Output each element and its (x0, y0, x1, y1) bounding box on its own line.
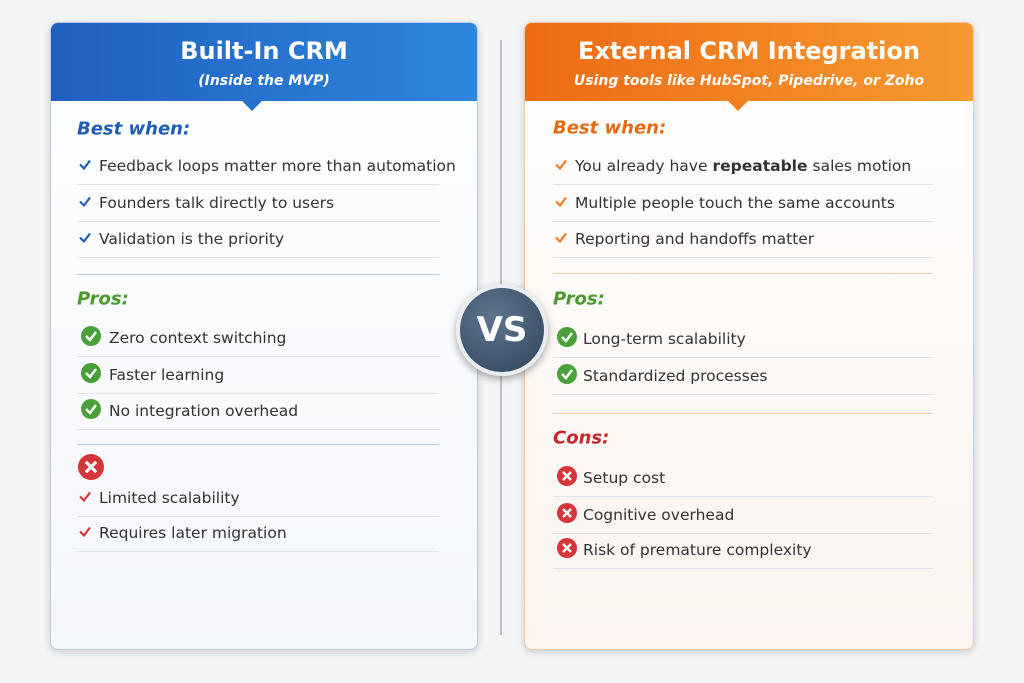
subtitle: Using tools like HubSpot, Pipedrive, or … (573, 73, 925, 89)
item-icon (557, 538, 577, 562)
item-text: Reporting and handoffs matter (575, 230, 815, 248)
notch (241, 100, 263, 111)
section-label: Pros: (77, 288, 129, 310)
subtitle: (Inside the MVP) (198, 73, 330, 89)
item-icon (81, 326, 101, 350)
item-icon (78, 230, 92, 249)
header: External CRM Integration Using tools lik… (525, 23, 973, 101)
item-text: Requires later migration (99, 524, 287, 542)
section-label: Cons: (553, 427, 610, 449)
item-icon (557, 466, 577, 490)
row-separator (553, 184, 933, 185)
item-text: Faster learning (109, 366, 225, 384)
cons-icon (78, 454, 104, 484)
built-in-card: Built-In CRM (Inside the MVP) Best when:… (50, 22, 478, 650)
item-icon (81, 399, 101, 423)
item-icon (557, 327, 577, 351)
row-separator (77, 221, 439, 222)
item-text: Long-term scalability (583, 330, 746, 348)
external-card: External CRM Integration Using tools lik… (524, 22, 974, 650)
item-text: Cognitive overhead (583, 506, 735, 524)
item-icon (78, 524, 92, 543)
item-icon (81, 363, 101, 387)
notch (727, 100, 749, 111)
item-text: Multiple people touch the same accounts (575, 194, 895, 212)
item-icon (78, 194, 92, 213)
section-label: Best when: (553, 117, 667, 139)
row-separator (553, 568, 933, 569)
section-separator (553, 273, 933, 274)
item-text: Zero context switching (109, 329, 287, 347)
row-separator (553, 533, 933, 534)
row-separator (553, 394, 933, 395)
item-icon (557, 503, 577, 527)
item-icon (78, 157, 92, 176)
section-separator (77, 444, 439, 445)
row-separator (553, 496, 933, 497)
item-text: Validation is the priority (99, 230, 285, 248)
section-label: Pros: (553, 288, 605, 310)
item-text: No integration overhead (109, 402, 299, 420)
item-text: Feedback loops matter more than automati… (99, 157, 456, 175)
row-separator (77, 257, 439, 258)
row-separator (77, 516, 439, 517)
section-separator (553, 413, 933, 414)
row-separator (553, 357, 933, 358)
title: Built-In CRM (180, 37, 348, 65)
section-separator (77, 274, 439, 275)
item-icon (78, 489, 92, 508)
item-text: You already have repeatable sales motion (575, 157, 911, 175)
row-separator (77, 429, 439, 430)
row-separator (77, 393, 439, 394)
item-icon (554, 194, 568, 213)
text: sales motion (812, 157, 912, 175)
vs-badge: VS (456, 284, 548, 376)
row-separator (553, 257, 933, 258)
row-separator (77, 356, 439, 357)
header: Built-In CRM (Inside the MVP) (51, 23, 477, 101)
item-icon (557, 364, 577, 388)
item-text: Founders talk directly to users (99, 194, 335, 212)
row-separator (553, 221, 933, 222)
bold-text: repeatable (712, 157, 808, 175)
item-text: Limited scalability (99, 489, 240, 507)
item-text: Standardized processes (583, 367, 768, 385)
section-label: Best when: (77, 118, 191, 140)
item-icon (554, 230, 568, 249)
row-separator (77, 184, 439, 185)
text: You already have (575, 157, 708, 175)
row-separator (77, 551, 439, 552)
item-text: Setup cost (583, 469, 666, 487)
item-text: Risk of premature complexity (583, 541, 812, 559)
item-icon (554, 157, 568, 176)
title: External CRM Integration (578, 37, 920, 65)
